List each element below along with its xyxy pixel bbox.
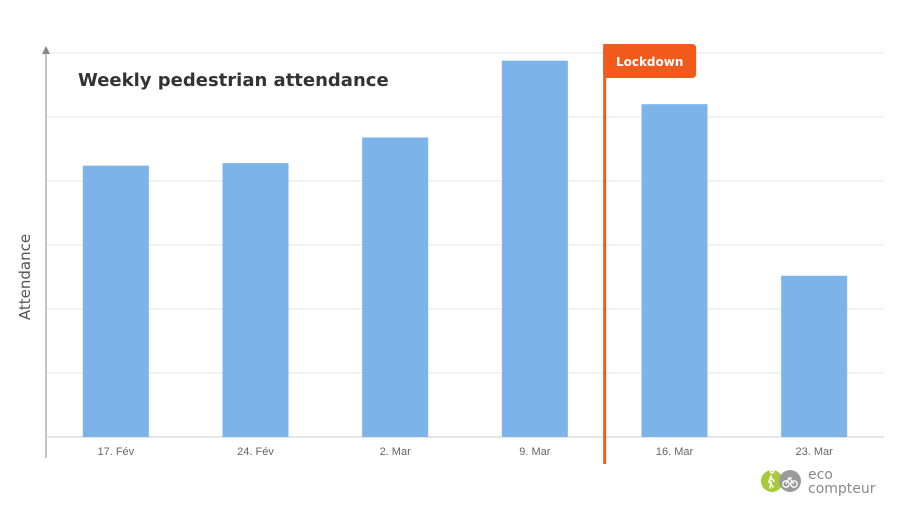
x-tick-label: 24. Fév (237, 446, 274, 458)
lockdown-flag (603, 44, 697, 78)
logo-text-eco: eco (808, 467, 833, 483)
y-axis-arrow (42, 46, 50, 54)
bar-3 (501, 60, 568, 438)
bar-2 (362, 137, 429, 438)
x-tick-labels: 17. Fév 24. Fév 2. Mar 9. Mar 16. Mar 23. Mar (97, 446, 833, 458)
x-tick-label: 17. Fév (97, 446, 134, 458)
x-tick-label: 16. Mar (656, 446, 694, 458)
chart-title: Weekly pedestrian attendance (78, 70, 389, 91)
axes (42, 46, 884, 458)
bars (82, 60, 848, 438)
x-tick-label: 23. Mar (796, 446, 834, 458)
pedestrian-icon (761, 470, 783, 492)
bar-4 (641, 104, 708, 437)
lockdown-annotation: Lockdown (603, 44, 697, 464)
bar-0 (82, 165, 149, 437)
bar-5 (781, 275, 848, 437)
y-axis-label: Attendance (16, 234, 34, 320)
bar-1 (222, 163, 289, 437)
logo-text-compteur: compteur (808, 481, 876, 496)
x-tick-label: 9. Mar (519, 446, 551, 458)
ecocompteur-logo: eco compteur (761, 467, 876, 496)
lockdown-label: Lockdown (616, 55, 683, 69)
bicycle-icon (779, 470, 801, 492)
x-tick-label: 2. Mar (380, 446, 412, 458)
gridlines (46, 52, 884, 374)
